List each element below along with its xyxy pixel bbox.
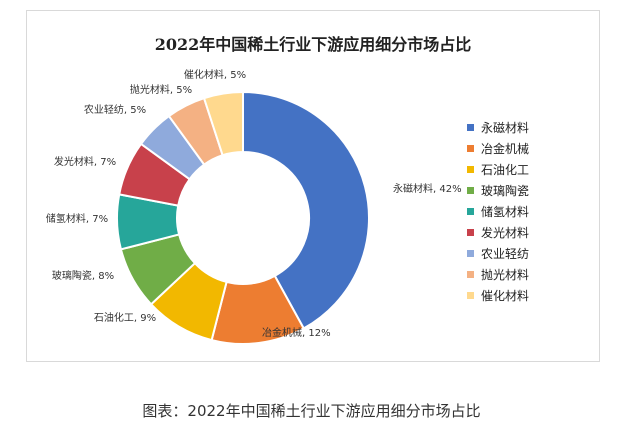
legend-swatch bbox=[467, 250, 474, 257]
slice-label-农业轻纺: 农业轻纺, 5% bbox=[84, 103, 146, 116]
legend-label: 冶金机械 bbox=[481, 142, 530, 156]
slice-label-石油化工: 石油化工, 9% bbox=[94, 311, 156, 324]
slice-催化材料 bbox=[202, 90, 244, 157]
legend-label: 发光材料 bbox=[481, 226, 530, 240]
legend-label: 催化材料 bbox=[481, 289, 530, 303]
legend-item: 储氢材料 bbox=[467, 201, 529, 222]
legend-swatch bbox=[467, 124, 474, 131]
legend-label: 农业轻纺 bbox=[481, 247, 530, 261]
legend-swatch bbox=[467, 271, 474, 278]
legend-item: 抛光材料 bbox=[467, 264, 529, 285]
legend-label: 储氢材料 bbox=[481, 205, 530, 219]
legend-swatch bbox=[467, 292, 474, 299]
chart-title: 2022年中国稀土行业下游应用细分市场占比 bbox=[154, 35, 472, 54]
legend-label: 玻璃陶瓷 bbox=[481, 184, 530, 198]
legend-swatch bbox=[467, 208, 474, 215]
legend-item: 催化材料 bbox=[467, 285, 529, 306]
legend: 永磁材料冶金机械石油化工玻璃陶瓷储氢材料发光材料农业轻纺抛光材料催化材料 bbox=[467, 117, 529, 306]
legend-item: 冶金机械 bbox=[467, 138, 529, 159]
chart-frame: 2022年中国稀土行业下游应用细分市场占比 永磁材料, 42% 冶金机械, 12%… bbox=[26, 10, 600, 362]
legend-item: 农业轻纺 bbox=[467, 243, 529, 264]
slice-label-储氢材料: 储氢材料, 7% bbox=[46, 212, 108, 225]
legend-swatch bbox=[467, 166, 474, 173]
slice-label-催化材料: 催化材料, 5% bbox=[184, 68, 246, 81]
legend-item: 发光材料 bbox=[467, 222, 529, 243]
slice-label-抛光材料: 抛光材料, 5% bbox=[130, 83, 192, 96]
legend-item: 玻璃陶瓷 bbox=[467, 180, 529, 201]
legend-swatch bbox=[467, 187, 474, 194]
legend-swatch bbox=[467, 229, 474, 236]
legend-label: 永磁材料 bbox=[481, 121, 530, 135]
legend-label: 石油化工 bbox=[481, 163, 530, 177]
legend-swatch bbox=[467, 145, 474, 152]
legend-label: 抛光材料 bbox=[481, 268, 530, 282]
slice-label-发光材料: 发光材料, 7% bbox=[54, 155, 116, 168]
slice-永磁材料 bbox=[242, 90, 370, 330]
figure-caption: 图表：2022年中国稀土行业下游应用细分市场占比 bbox=[142, 402, 481, 420]
slice-label-冶金机械: 冶金机械, 12% bbox=[262, 326, 331, 339]
legend-item: 石油化工 bbox=[467, 159, 529, 180]
slice-label-玻璃陶瓷: 玻璃陶瓷, 8% bbox=[52, 269, 114, 282]
slice-label-永磁材料: 永磁材料, 42% bbox=[393, 182, 462, 195]
legend-item: 永磁材料 bbox=[467, 117, 529, 138]
donut-chart: 永磁材料, 42% 冶金机械, 12% 石油化工, 9% 玻璃陶瓷, 8% 储氢材料, … bbox=[46, 68, 462, 345]
